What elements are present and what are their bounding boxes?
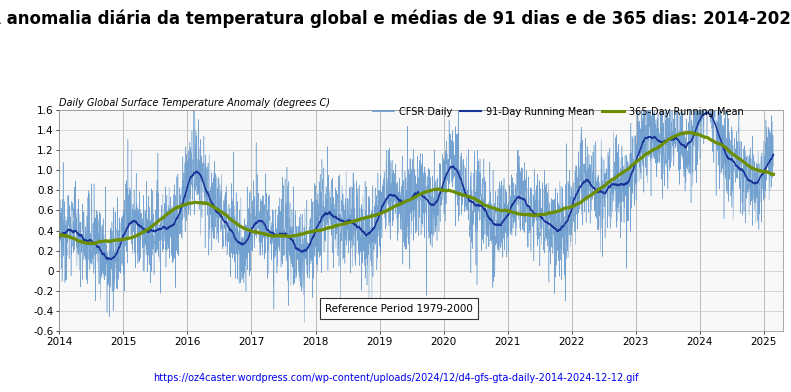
Text: Reference Period 1979-2000: Reference Period 1979-2000 <box>325 303 473 314</box>
Legend: CFSR Daily, 91-Day Running Mean, 365-Day Running Mean: CFSR Daily, 91-Day Running Mean, 365-Day… <box>369 103 747 121</box>
Text: A anomalia diária da temperatura global e médias de 91 dias e de 365 dias: 2014-: A anomalia diária da temperatura global … <box>0 10 791 28</box>
Text: Daily Global Surface Temperature Anomaly (degrees C): Daily Global Surface Temperature Anomaly… <box>59 98 331 108</box>
Text: https://oz4caster.wordpress.com/wp-content/uploads/2024/12/d4-gfs-gta-daily-2014: https://oz4caster.wordpress.com/wp-conte… <box>153 373 638 383</box>
